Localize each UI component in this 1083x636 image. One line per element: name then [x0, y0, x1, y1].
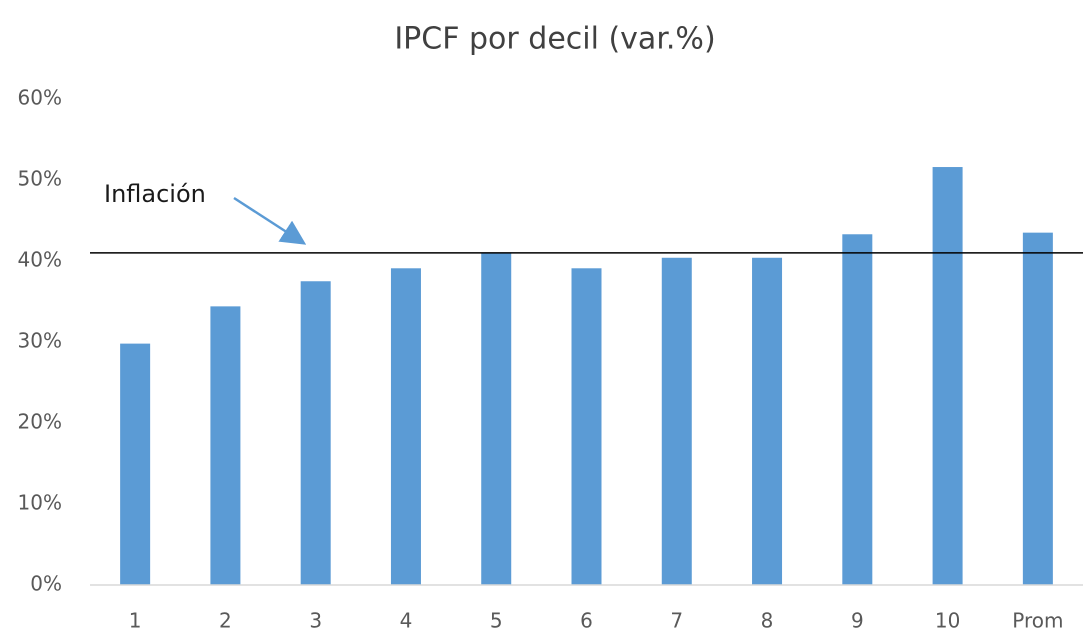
y-tick-label: 30% [18, 329, 62, 353]
bar [752, 257, 783, 585]
x-tick-label: 9 [851, 609, 864, 633]
y-tick-label: 50% [18, 167, 62, 191]
x-tick-label: 4 [400, 609, 413, 633]
x-tick-label: 6 [580, 609, 593, 633]
x-tick-label: 7 [670, 609, 683, 633]
annotation: Inflación [104, 180, 206, 208]
bar [661, 257, 692, 585]
x-tick-label: Prom [1012, 609, 1063, 633]
bar [481, 252, 512, 585]
x-tick-label: 1 [129, 609, 142, 633]
bar [120, 343, 151, 585]
bar [390, 268, 421, 585]
annotation-arrow [233, 196, 307, 245]
y-tick-label: 10% [18, 491, 62, 515]
x-tick-label: 2 [219, 609, 232, 633]
y-tick-label: 40% [18, 248, 62, 272]
bar [842, 234, 873, 585]
x-tick-label: 3 [309, 609, 322, 633]
x-tick-label: 10 [935, 609, 960, 633]
x-tick-label: 5 [490, 609, 503, 633]
y-tick-label: 0% [30, 572, 62, 596]
bar [210, 306, 241, 585]
bar [932, 167, 963, 586]
y-tick-label: 20% [18, 410, 62, 434]
bar [1022, 232, 1053, 585]
x-tick-label: 8 [761, 609, 774, 633]
y-tick-label: 60% [18, 86, 62, 110]
bar [571, 268, 602, 585]
chart-title: IPCF por decil (var.%) [394, 22, 715, 57]
bar [300, 281, 331, 585]
